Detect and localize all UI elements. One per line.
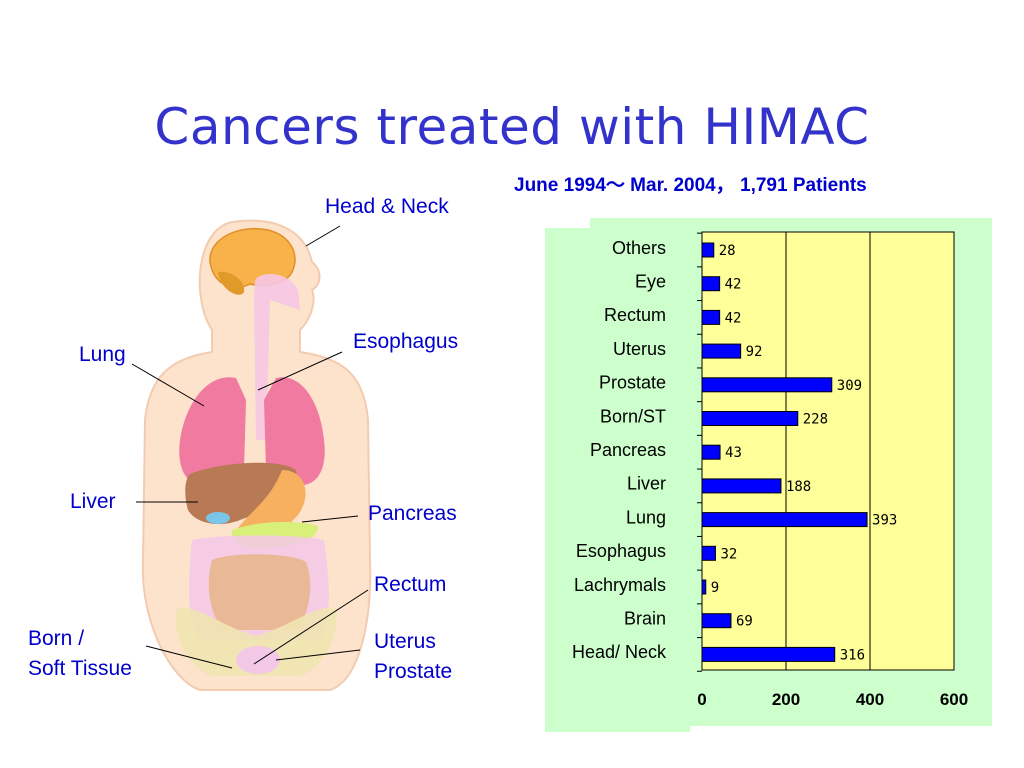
bar-7 bbox=[701, 478, 782, 494]
label-prostate: Prostate bbox=[374, 660, 453, 683]
category-label: Born/ST bbox=[600, 406, 666, 426]
label-soft-tissue: Soft Tissue bbox=[28, 657, 132, 680]
label-head-neck: Head & Neck bbox=[325, 195, 449, 218]
gallbladder bbox=[206, 512, 230, 524]
label-rectum: Rectum bbox=[374, 573, 447, 596]
bar-9 bbox=[701, 545, 716, 561]
left-lung bbox=[179, 377, 246, 486]
category-label: Lung bbox=[626, 507, 666, 527]
pelvis bbox=[175, 607, 337, 676]
label-pancreas: Pancreas bbox=[368, 502, 457, 525]
label-lung: Lung bbox=[79, 343, 126, 366]
leader-pancreas bbox=[301, 515, 359, 523]
chart-subtitle: June 1994～ Mar. 2004， 1,791 Patients bbox=[514, 175, 867, 196]
small-intestine bbox=[208, 554, 311, 630]
stomach-organ bbox=[238, 470, 306, 535]
category-label: Eye bbox=[635, 271, 666, 291]
value-label: 28 bbox=[719, 243, 736, 259]
plot-area bbox=[701, 231, 955, 671]
category-label: Lachrymals bbox=[574, 575, 666, 595]
bladder bbox=[236, 646, 280, 674]
bar-0 bbox=[701, 242, 715, 258]
leader-head-neck bbox=[305, 225, 341, 247]
leader-born bbox=[145, 645, 233, 669]
right-lung bbox=[264, 377, 325, 486]
value-label: 42 bbox=[725, 277, 742, 293]
label-esophagus: Esophagus bbox=[353, 330, 459, 353]
x-tick-label: 400 bbox=[856, 690, 884, 709]
category-label: Head/ Neck bbox=[572, 642, 667, 662]
label-born: Born / bbox=[28, 627, 85, 650]
value-label: 92 bbox=[746, 344, 763, 360]
value-label: 42 bbox=[725, 310, 742, 326]
value-label: 43 bbox=[725, 445, 742, 461]
category-label: Pancreas bbox=[590, 440, 666, 460]
category-label: Uterus bbox=[613, 339, 666, 359]
value-label: 188 bbox=[786, 479, 811, 495]
leader-rectum bbox=[253, 589, 369, 665]
value-label: 309 bbox=[837, 378, 862, 394]
x-tick-label: 600 bbox=[940, 690, 968, 709]
category-label: Esophagus bbox=[576, 541, 666, 561]
category-label: Liver bbox=[627, 474, 666, 494]
bar-1 bbox=[701, 276, 721, 292]
leader-esophagus bbox=[257, 351, 343, 391]
liver-organ bbox=[185, 462, 297, 525]
category-label: Prostate bbox=[599, 373, 666, 393]
bar-3 bbox=[701, 343, 742, 359]
value-label: 69 bbox=[736, 614, 753, 630]
bar-4 bbox=[701, 377, 833, 393]
bar-10 bbox=[701, 579, 707, 595]
bar-6 bbox=[701, 444, 721, 460]
category-label: Others bbox=[612, 238, 666, 258]
bar-2 bbox=[701, 309, 721, 325]
bar-5 bbox=[701, 411, 799, 426]
value-label: 228 bbox=[803, 412, 828, 428]
x-tick-label: 0 bbox=[697, 690, 706, 709]
value-label: 9 bbox=[711, 580, 719, 596]
label-liver: Liver bbox=[70, 490, 116, 513]
bar-8 bbox=[701, 512, 868, 528]
leader-lung bbox=[131, 363, 205, 407]
value-label: 316 bbox=[840, 647, 865, 663]
slide-title: Cancers treated with HIMAC bbox=[154, 98, 870, 156]
bar-12 bbox=[701, 646, 836, 662]
category-label: Rectum bbox=[604, 305, 666, 325]
cerebellum bbox=[218, 271, 245, 295]
bar-11 bbox=[701, 613, 732, 629]
label-uterus: Uterus bbox=[374, 630, 436, 653]
category-label: Brain bbox=[624, 608, 666, 628]
value-label: 32 bbox=[720, 546, 737, 562]
leader-uterus bbox=[275, 649, 361, 661]
value-label: 393 bbox=[872, 513, 897, 529]
x-tick-label: 200 bbox=[772, 690, 800, 709]
